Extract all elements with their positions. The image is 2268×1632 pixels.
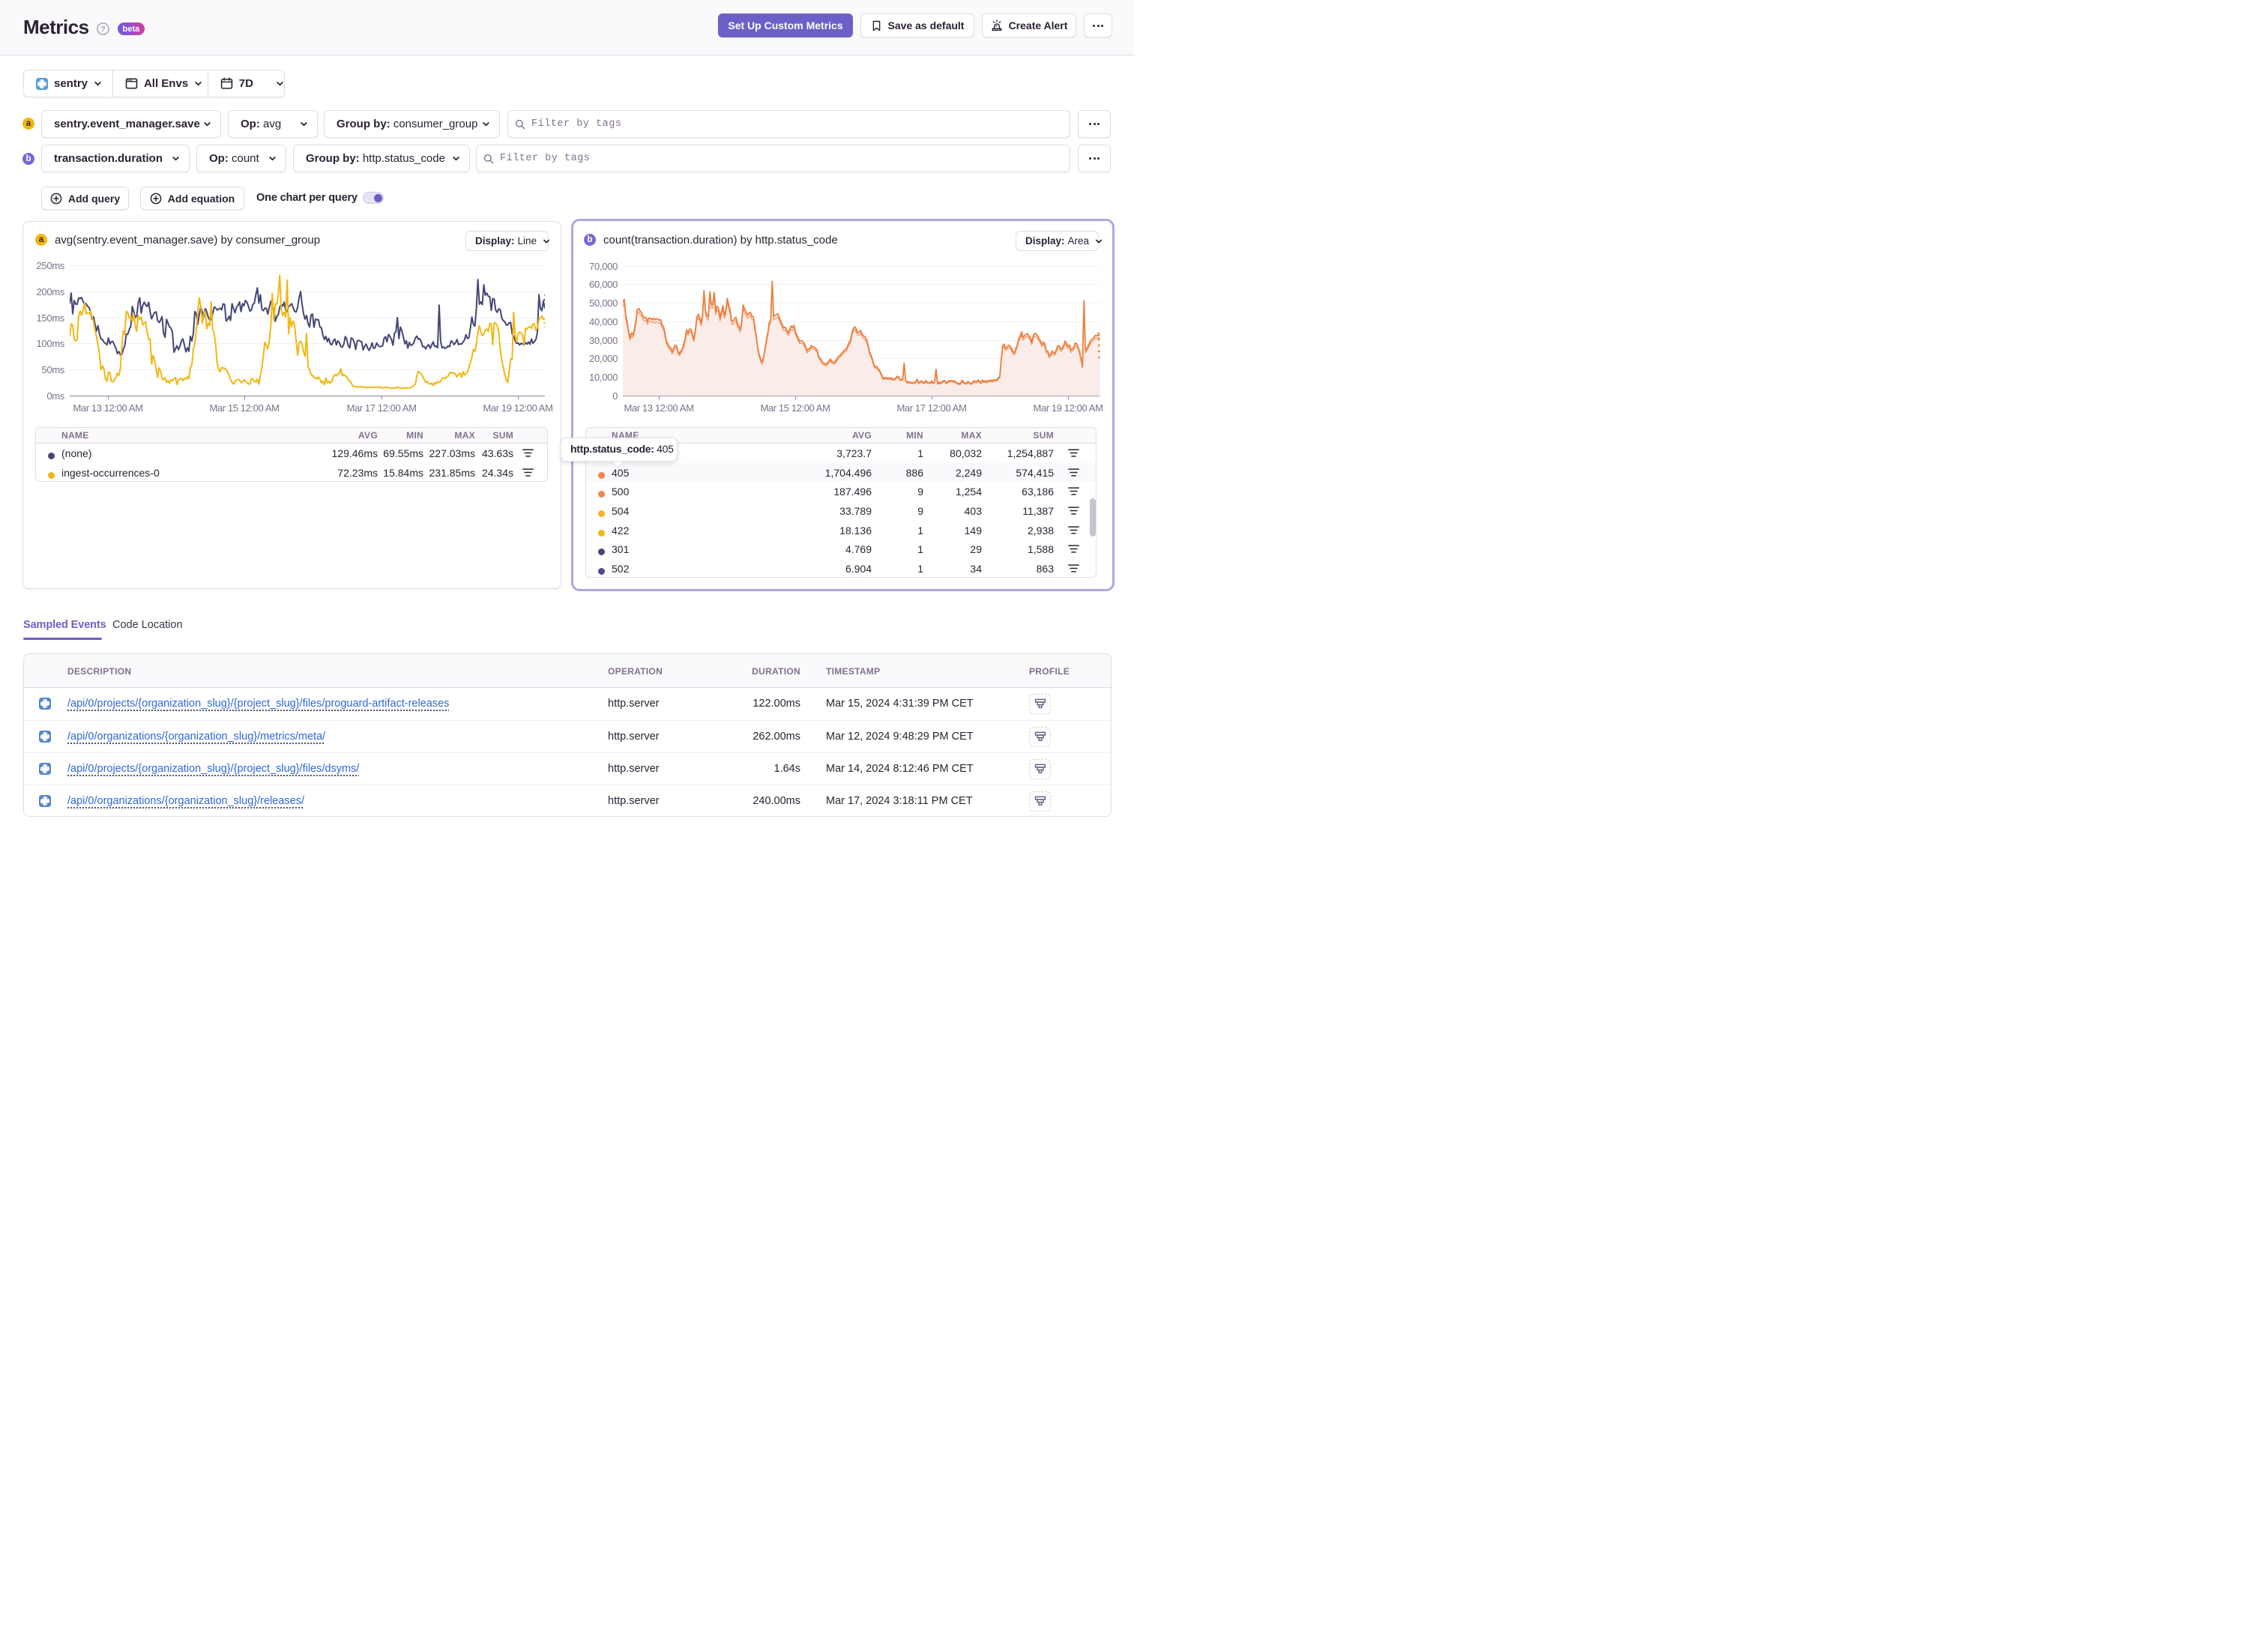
svg-text:?: ? [100,25,105,34]
